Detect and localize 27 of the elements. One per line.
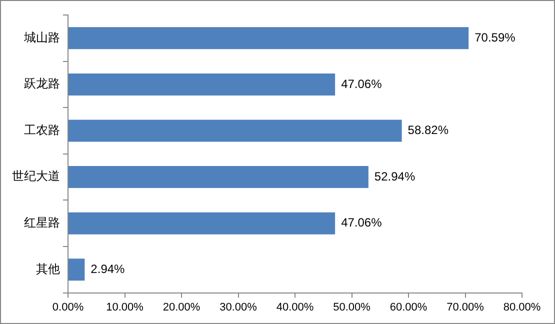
- bar: [68, 258, 85, 281]
- x-tick-label: 60.00%: [390, 301, 428, 314]
- x-tick-label: 20.00%: [162, 301, 200, 314]
- data-label: 70.59%: [474, 30, 516, 44]
- data-label: 47.06%: [341, 216, 382, 230]
- x-tick-label: 70.00%: [446, 301, 484, 314]
- bar: [68, 212, 336, 234]
- bar: [68, 166, 368, 188]
- y-tick-label: 城山路: [23, 30, 60, 44]
- y-tick-label: 红星路: [24, 215, 60, 230]
- bar: [68, 73, 336, 96]
- y-tick-label: 其他: [36, 262, 60, 276]
- data-label: 2.94%: [90, 262, 126, 276]
- bar: [68, 27, 469, 50]
- data-label: 47.06%: [341, 76, 382, 91]
- bar: [68, 120, 402, 142]
- x-tick-label: 30.00%: [220, 301, 258, 314]
- x-tick-label: 0.00%: [52, 301, 84, 314]
- y-tick-label: 世纪大道: [12, 169, 60, 184]
- x-tick-label: 80.00%: [503, 301, 541, 314]
- x-tick-label: 10.00%: [106, 301, 144, 314]
- x-tick-label: 50.00%: [333, 301, 371, 314]
- y-tick-label: 跃龙路: [24, 76, 60, 91]
- y-tick-label: 工农路: [24, 122, 60, 137]
- data-label: 58.82%: [408, 123, 449, 138]
- data-label: 52.94%: [374, 169, 416, 184]
- x-tick-label: 40.00%: [276, 301, 314, 314]
